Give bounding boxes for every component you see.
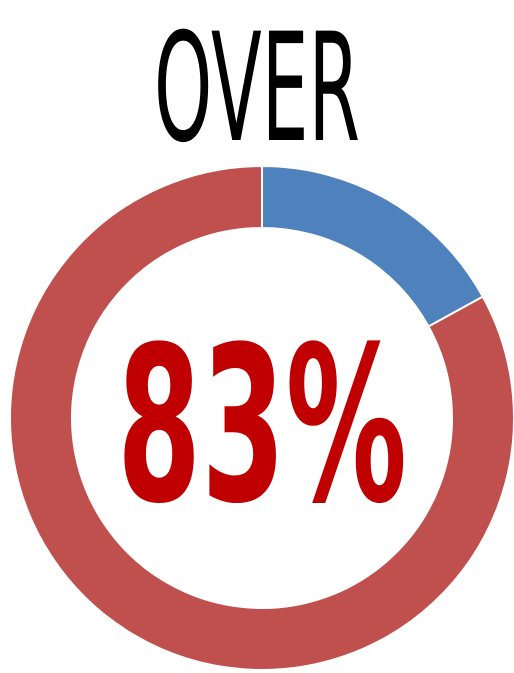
donut-segment-2 — [9, 164, 514, 671]
headline-over: OVER — [154, 2, 360, 176]
center-percentage-label: 83% — [117, 300, 407, 551]
donut-chart — [9, 164, 514, 671]
